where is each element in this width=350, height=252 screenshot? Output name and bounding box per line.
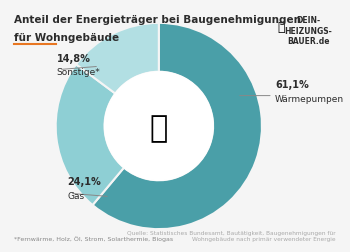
- Text: 🔥: 🔥: [150, 114, 168, 143]
- Text: Quelle: Statistisches Bundesamt, Bautätigkeit, Baugenehmigungen für
Wohngebäude : Quelle: Statistisches Bundesamt, Bautäti…: [127, 231, 336, 242]
- Text: für Wohngebäude: für Wohngebäude: [14, 33, 119, 43]
- Circle shape: [105, 72, 213, 180]
- Text: HEIZUNGS-: HEIZUNGS-: [284, 27, 332, 36]
- Text: Gas: Gas: [68, 192, 85, 201]
- Text: Wärmepumpen: Wärmepumpen: [275, 96, 344, 104]
- Text: DEIN-: DEIN-: [296, 16, 320, 25]
- Wedge shape: [56, 64, 124, 205]
- Wedge shape: [92, 23, 262, 229]
- Text: 24,1%: 24,1%: [68, 177, 101, 187]
- Text: BAUER.de: BAUER.de: [287, 37, 329, 46]
- Text: 61,1%: 61,1%: [275, 80, 309, 90]
- Text: Sonstige*: Sonstige*: [57, 68, 100, 77]
- Text: *Fernwärme, Holz, Öl, Strom, Solarthermie, Biogas: *Fernwärme, Holz, Öl, Strom, Solarthermi…: [14, 236, 173, 242]
- Text: 14,8%: 14,8%: [57, 54, 91, 64]
- Text: Anteil der Energieträger bei Baugenehmigungen: Anteil der Energieträger bei Baugenehmig…: [14, 15, 301, 25]
- Text: 🔥: 🔥: [278, 21, 285, 34]
- Wedge shape: [76, 23, 159, 93]
